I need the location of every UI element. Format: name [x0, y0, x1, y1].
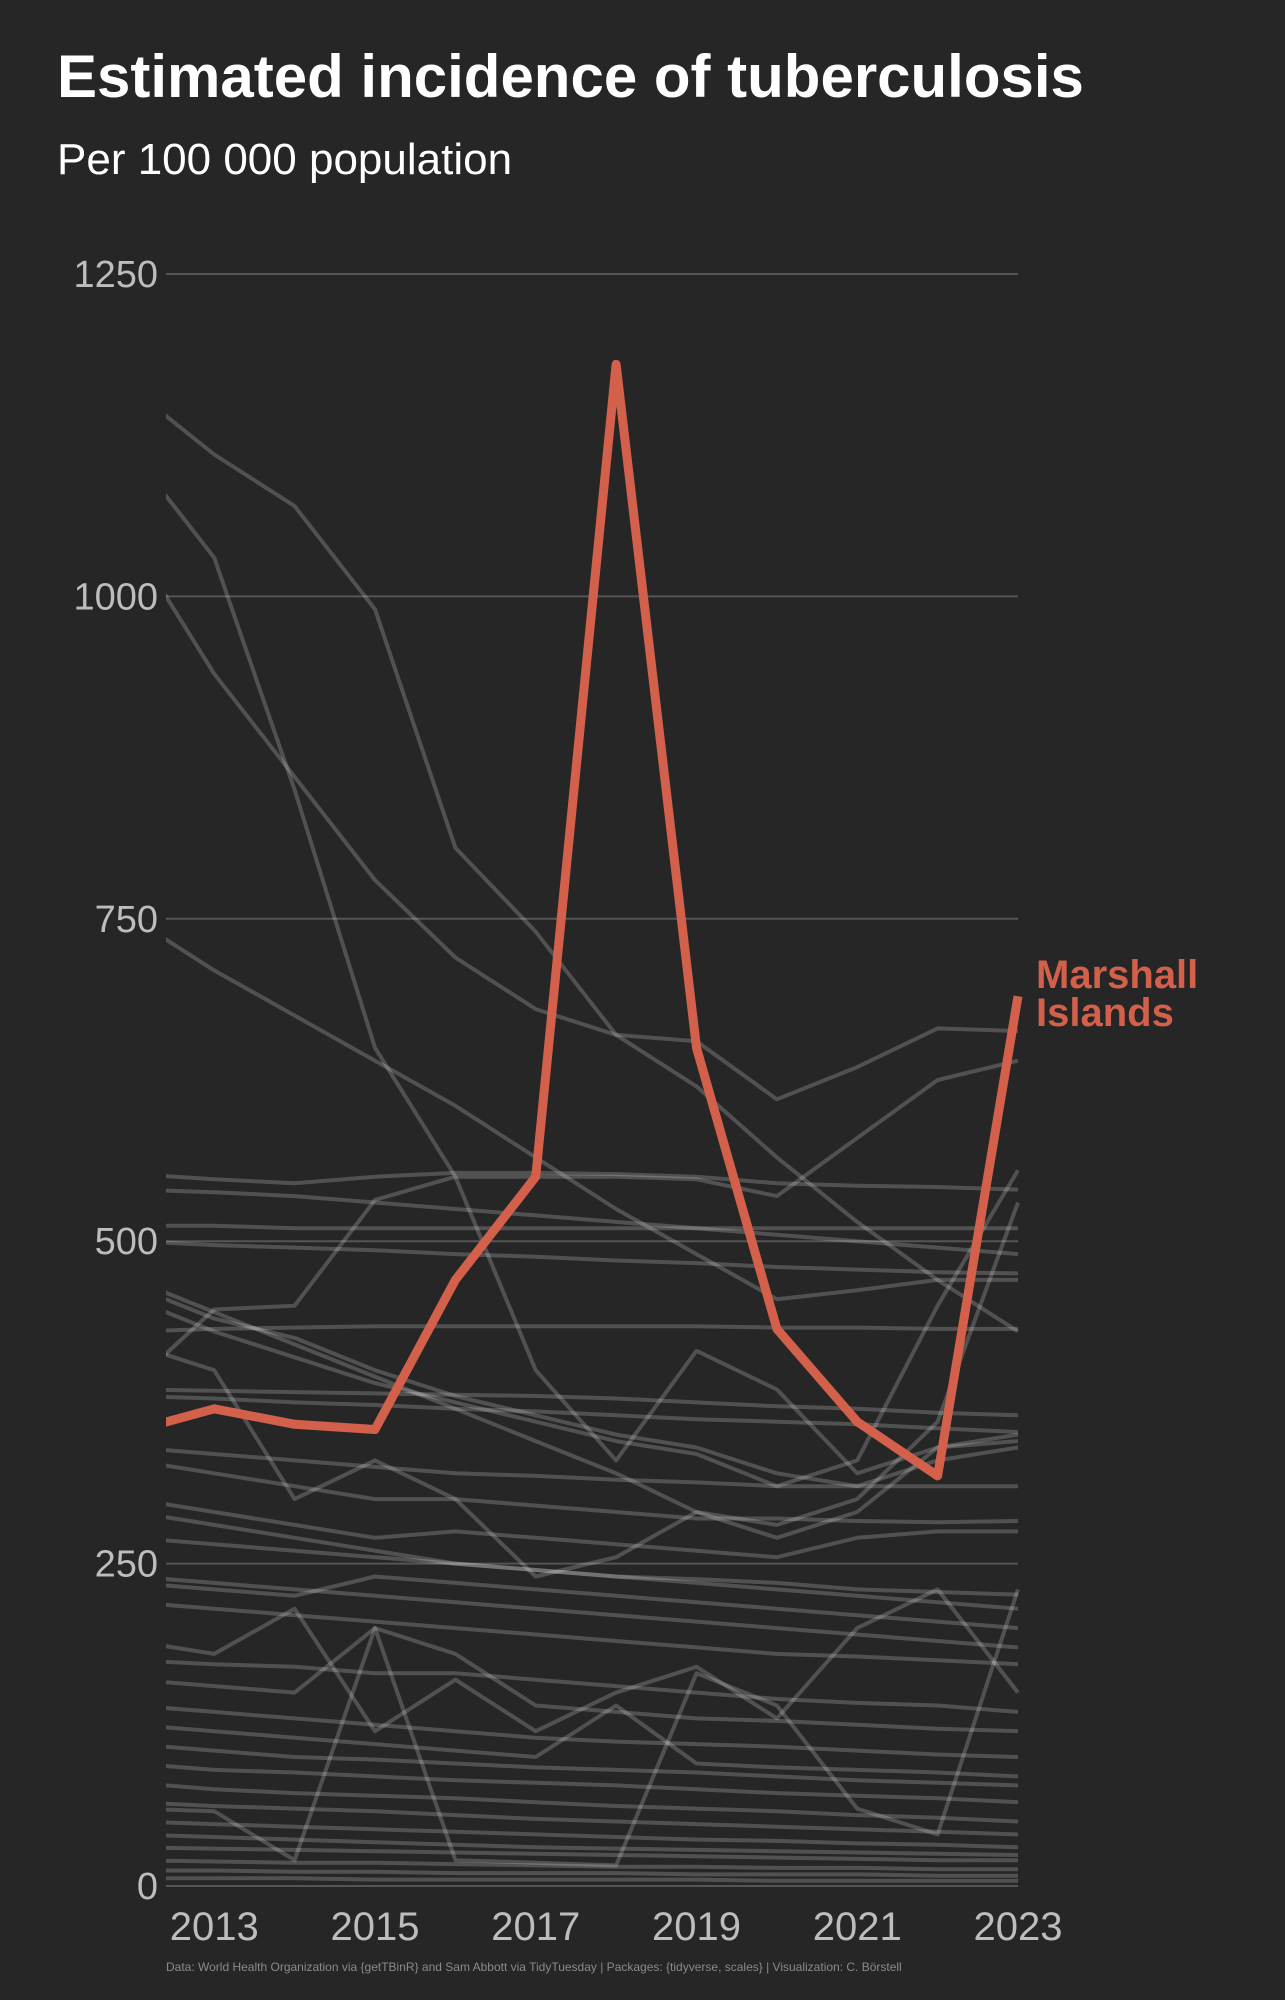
background-line [166, 937, 1018, 1302]
background-line [166, 1845, 1018, 1863]
background-line [166, 492, 1019, 1476]
background-line [166, 1876, 1018, 1883]
background-line [166, 1626, 1019, 1734]
background-line [166, 1659, 1019, 1714]
x-tick-label: 2023 [974, 1905, 1063, 1949]
background-line [166, 1706, 1019, 1759]
background-line [166, 1538, 1019, 1611]
background-line [166, 1868, 1018, 1878]
background-line [166, 1744, 1019, 1788]
x-tick-label: 2021 [813, 1905, 902, 1949]
background-line [166, 1820, 1019, 1850]
background-line [166, 592, 1020, 1334]
y-tick-label: 500 [95, 1221, 158, 1263]
highlight-line [166, 359, 1023, 1481]
chart-subtitle: Per 100 000 population [57, 135, 513, 184]
background-line [166, 1515, 1019, 1597]
background-line [166, 1170, 1019, 1192]
background-line [166, 1388, 1019, 1418]
background-line [166, 1858, 1018, 1872]
background-line [166, 1574, 1019, 1631]
background-line [166, 1502, 1018, 1560]
x-tick-label: 2013 [170, 1905, 259, 1949]
background-line [166, 1448, 1018, 1489]
background-line [166, 1297, 1019, 1489]
y-tick-label: 250 [95, 1544, 158, 1586]
background-line [166, 1463, 1019, 1525]
background-line [166, 1058, 1019, 1357]
y-tick-label: 0 [137, 1866, 158, 1908]
background-line [166, 1703, 1019, 1779]
background-line [166, 1577, 1019, 1650]
x-tick-label: 2017 [491, 1905, 580, 1949]
caption: Data: World Health Organization via {get… [166, 1960, 902, 1974]
background-line [166, 1223, 1018, 1231]
series-label: Marshall Islands [1036, 953, 1199, 1036]
lines [166, 359, 1023, 1883]
background-line [166, 1240, 1019, 1276]
background-line [166, 413, 1019, 1102]
x-tick-label: 2015 [330, 1905, 419, 1949]
y-tick-label: 1250 [73, 254, 158, 296]
chart-title: Estimated incidence of tuberculosis [57, 43, 1084, 110]
background-line [166, 1201, 1020, 1527]
y-tick-label: 1000 [73, 576, 158, 618]
y-tick-label: 750 [95, 899, 158, 941]
background-line [166, 1588, 1020, 1868]
axes: 0 250 500 750 1000 1250 2013 2015 2017 2019 2021 20… [73, 254, 1062, 1949]
background-line [166, 1602, 1019, 1667]
grid [166, 273, 1018, 1887]
background-line [166, 1587, 1020, 1734]
background-line [166, 1764, 1019, 1805]
background-line [166, 1395, 1019, 1435]
background-line [166, 1783, 1019, 1824]
background-line [166, 1833, 1019, 1857]
background-line [166, 1324, 1018, 1333]
background-line [166, 1188, 1019, 1257]
background-line [166, 1352, 1019, 1579]
x-tick-label: 2019 [652, 1905, 741, 1949]
background-line [166, 1801, 1019, 1837]
